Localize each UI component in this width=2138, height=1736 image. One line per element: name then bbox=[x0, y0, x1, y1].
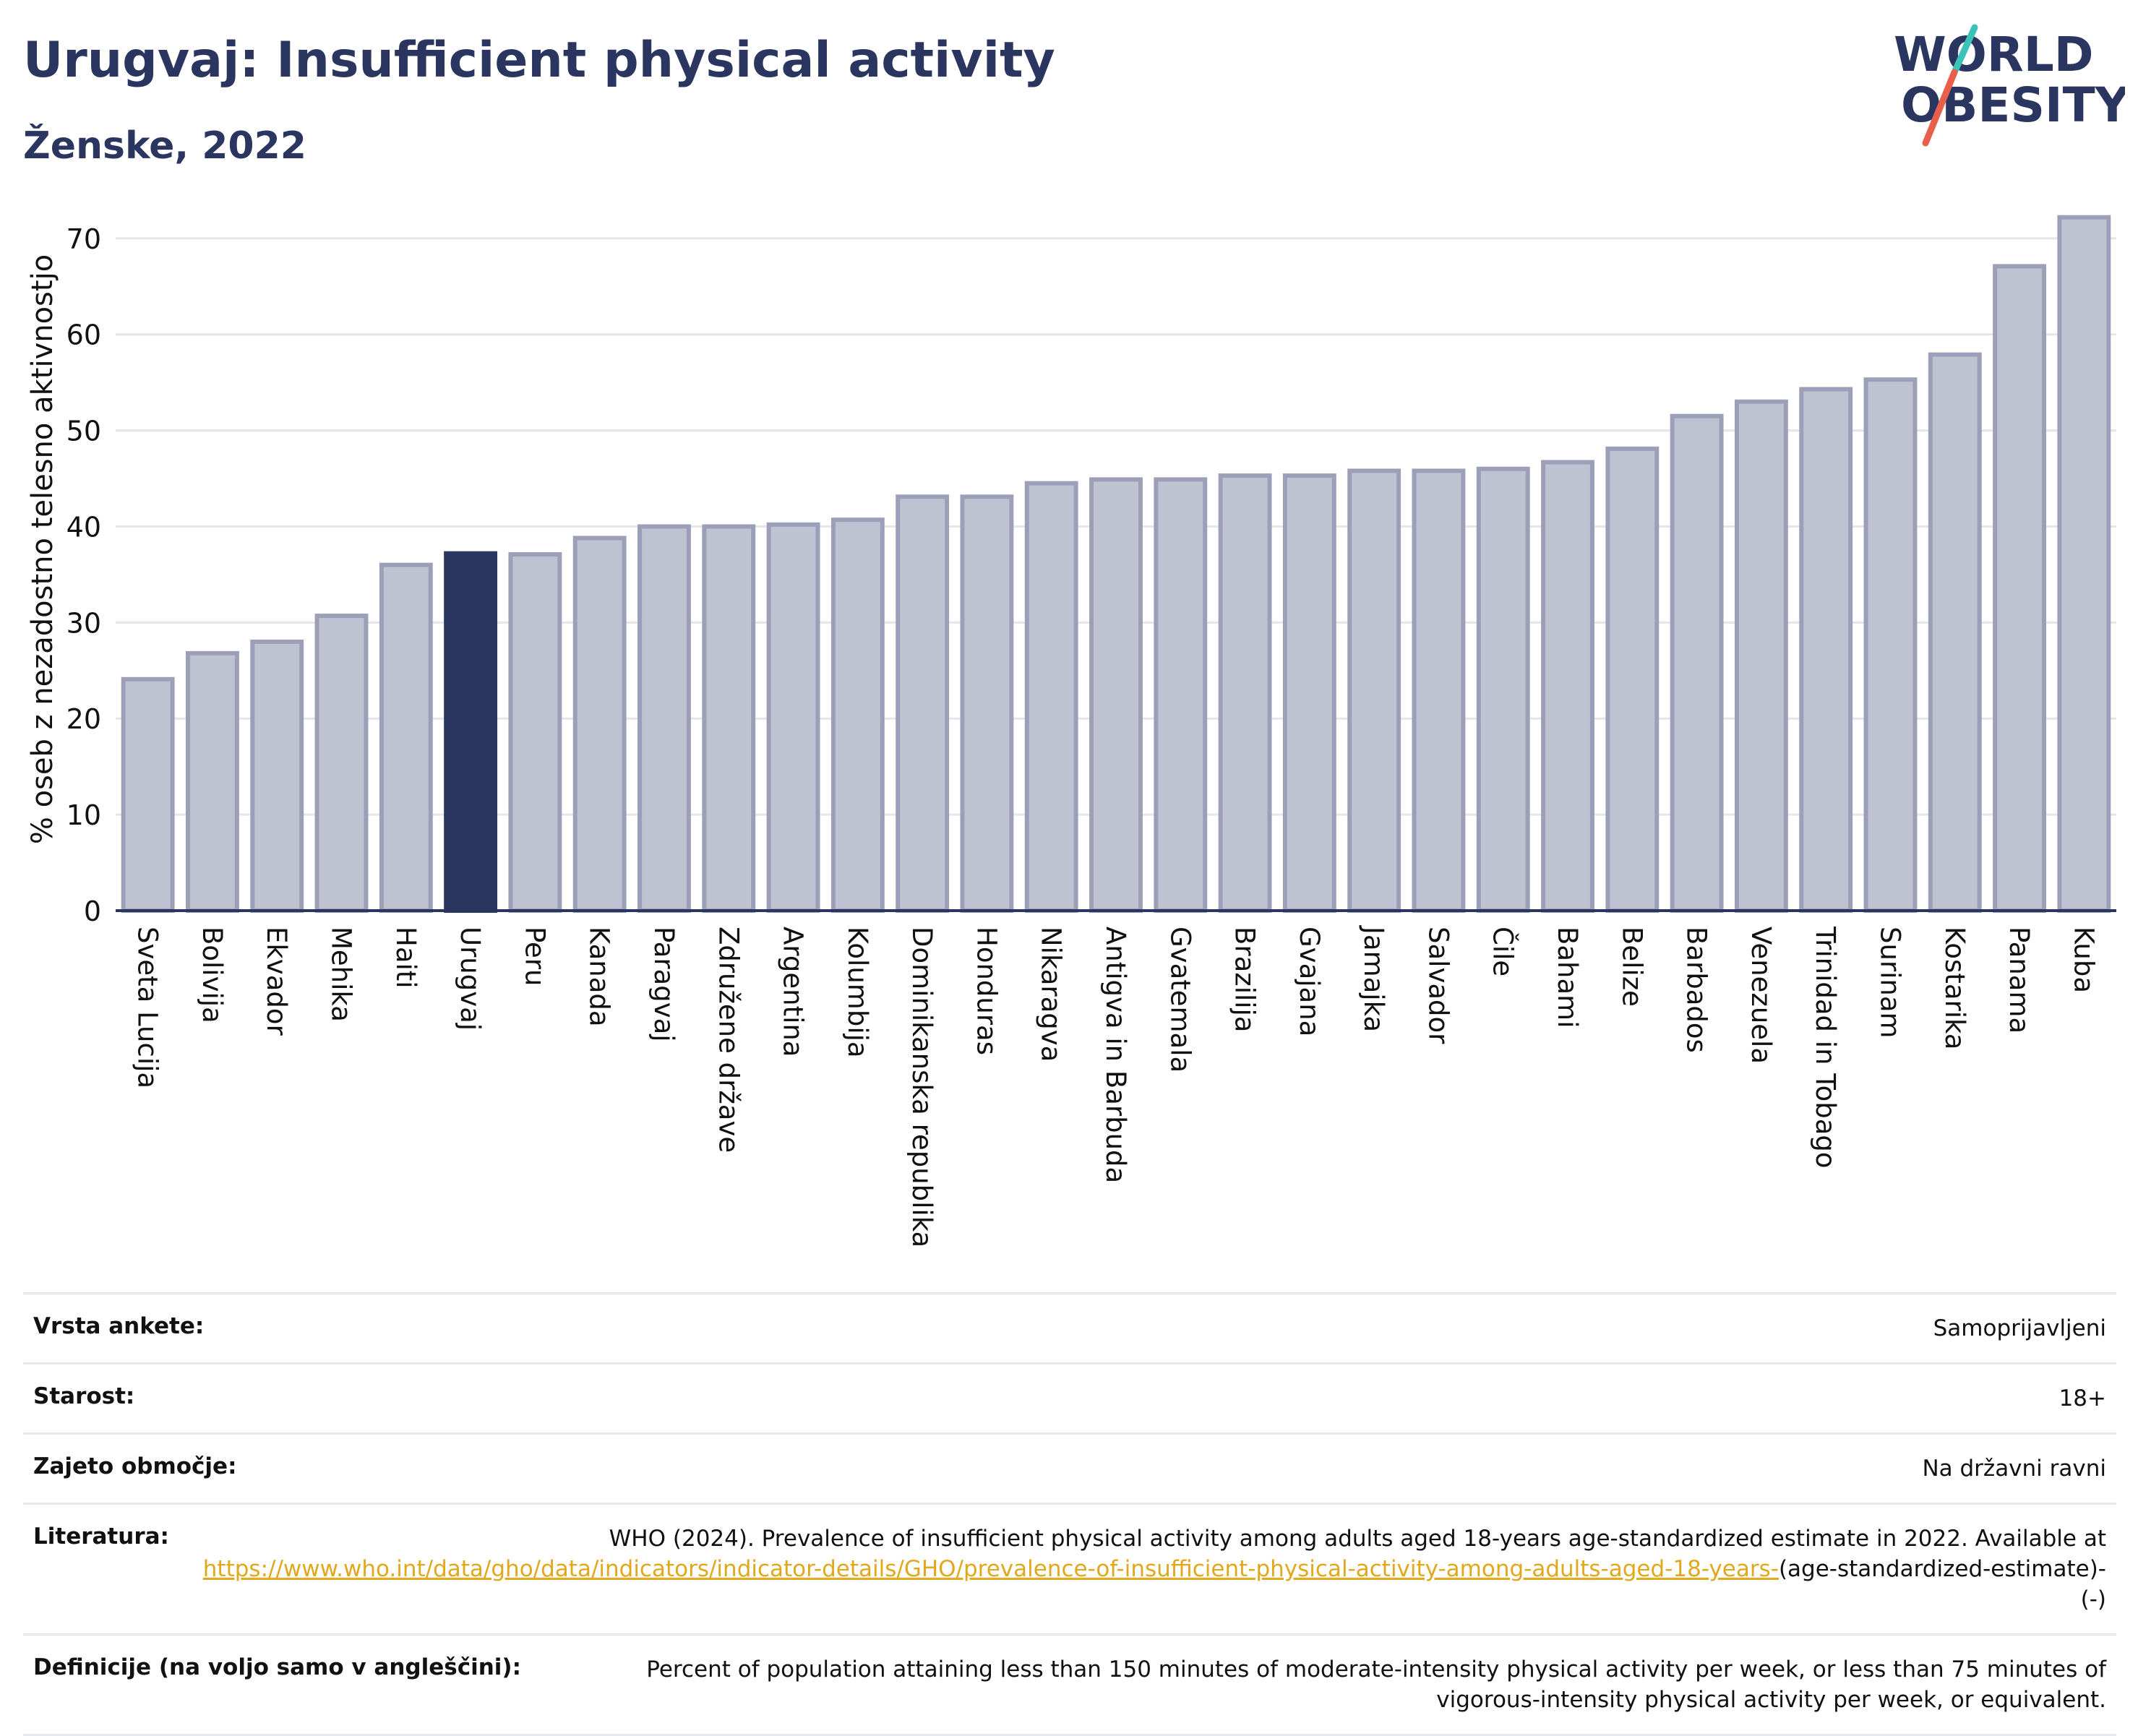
bar bbox=[572, 536, 627, 913]
page-subtitle: Ženske, 2022 bbox=[23, 124, 306, 168]
meta-label: Definicije (na voljo samo v angleščini): bbox=[33, 1654, 521, 1680]
bar bbox=[1089, 477, 1143, 914]
bar bbox=[1218, 473, 1272, 913]
x-tick-label: Jamajka bbox=[1358, 925, 1389, 1032]
reference-link[interactable]: https://www.who.int/data/gho/data/indica… bbox=[202, 1556, 1779, 1582]
bar-chart: 0 10 20 30 40 50 60 70 Sveta Lucija Bolivija Ekvad… bbox=[26, 215, 2116, 1247]
meta-label: Zajeto območje: bbox=[33, 1453, 237, 1479]
logo-slash-top bbox=[1951, 24, 1978, 76]
reference-suffix: (age-standardized-estimate)-(-) bbox=[1778, 1556, 2106, 1612]
x-tick-label: Urugvaj bbox=[455, 927, 486, 1031]
y-tick-label: 0 bbox=[84, 895, 101, 927]
logo-word-world: WORLD bbox=[1894, 27, 2094, 82]
x-tick-label: Dominikanska republika bbox=[906, 927, 937, 1247]
bar bbox=[250, 639, 304, 913]
x-tick-label: Haiti bbox=[390, 927, 421, 989]
bar bbox=[1412, 468, 1466, 913]
x-tick-label: Honduras bbox=[971, 927, 1002, 1055]
meta-row-references: Literatura: WHO (2024). Prevalence of in… bbox=[23, 1503, 2116, 1633]
bar bbox=[766, 522, 820, 913]
meta-row-definitions: Definicije (na voljo samo v angleščini):… bbox=[23, 1633, 2116, 1736]
meta-value: Percent of population attaining less tha… bbox=[646, 1656, 2106, 1713]
bar bbox=[1024, 481, 1078, 914]
bar bbox=[186, 650, 239, 913]
bar bbox=[314, 614, 369, 913]
x-tick-label: Gvajana bbox=[1294, 927, 1325, 1036]
bar bbox=[2057, 215, 2111, 914]
bar bbox=[379, 562, 433, 914]
x-tick-label: Nikaragva bbox=[1036, 927, 1067, 1062]
world-obesity-logo: WORLD OBESITY bbox=[1894, 24, 2125, 147]
bar bbox=[1734, 399, 1788, 913]
y-tick-label: 60 bbox=[66, 319, 101, 351]
bar bbox=[1154, 477, 1208, 914]
y-tick-label: 50 bbox=[66, 416, 101, 447]
y-tick-label: 30 bbox=[66, 607, 101, 639]
bar bbox=[508, 552, 562, 913]
bar bbox=[1670, 413, 1724, 913]
bars bbox=[121, 215, 2111, 914]
axes: 0 10 20 30 40 50 60 70 Sveta Lucija Bolivija Ekvad… bbox=[66, 223, 2116, 1247]
bar bbox=[1799, 387, 1853, 914]
x-tick-label: Sveta Lucija bbox=[132, 927, 163, 1088]
bar bbox=[1282, 473, 1336, 913]
x-tick-label: Kolumbija bbox=[842, 927, 873, 1058]
y-tick-label: 40 bbox=[66, 511, 101, 543]
bar bbox=[896, 494, 950, 913]
x-tick-label: Bolivija bbox=[197, 927, 228, 1023]
x-tick-label: Venezuela bbox=[1746, 927, 1777, 1064]
meta-row-coverage: Zajeto območje: Na državni ravni bbox=[23, 1432, 2116, 1503]
bar bbox=[637, 524, 691, 913]
bar-highlighted bbox=[444, 551, 498, 913]
bar bbox=[1928, 352, 1982, 913]
bar bbox=[960, 494, 1014, 913]
x-tick-label: Surinam bbox=[1874, 927, 1905, 1039]
x-tick-label: Antigva in Barbuda bbox=[1100, 927, 1131, 1183]
x-tick-label: Združene države bbox=[713, 927, 744, 1153]
x-tick-label: Ekvador bbox=[261, 927, 292, 1036]
bar bbox=[1476, 466, 1530, 913]
metadata-table: Vrsta ankete: Samoprijavljeni Starost: 1… bbox=[23, 1292, 2116, 1736]
reference-text: WHO (2024). Prevalence of insufficient p… bbox=[609, 1526, 2106, 1552]
meta-label: Literatura: bbox=[33, 1524, 169, 1550]
bar bbox=[830, 517, 885, 913]
bar bbox=[1347, 468, 1401, 913]
x-tick-label: Čile bbox=[1487, 927, 1519, 976]
x-tick-label: Bahami bbox=[1552, 927, 1583, 1028]
bar bbox=[702, 524, 756, 913]
x-tick-label: Mehika bbox=[326, 927, 357, 1022]
meta-value: Na državni ravni bbox=[1922, 1456, 2106, 1482]
meta-value: 18+ bbox=[2058, 1385, 2106, 1411]
x-tick-label: Gvatemala bbox=[1164, 927, 1195, 1073]
bar bbox=[121, 676, 175, 914]
meta-value: Samoprijavljeni bbox=[1933, 1315, 2106, 1341]
x-tick-label: Belize bbox=[1616, 927, 1647, 1007]
meta-label: Vrsta ankete: bbox=[33, 1313, 205, 1339]
logo-slash-bottom bbox=[1922, 69, 1958, 147]
bar bbox=[1993, 264, 2046, 913]
x-tick-label: Peru bbox=[519, 927, 550, 986]
y-axis-label: % oseb z nezadostno telesno aktivnostjo bbox=[26, 254, 59, 844]
x-tick-label: Kuba bbox=[2068, 927, 2099, 993]
y-tick-label: 70 bbox=[66, 223, 101, 255]
bar bbox=[1605, 446, 1660, 913]
x-tick-label: Salvador bbox=[1422, 927, 1454, 1044]
x-tick-label: Trinidad in Tobago bbox=[1810, 926, 1841, 1169]
x-tick-label: Paragvaj bbox=[648, 927, 679, 1042]
bar bbox=[1863, 377, 1918, 913]
x-tick-label: Barbados bbox=[1681, 927, 1712, 1053]
meta-row-survey-type: Vrsta ankete: Samoprijavljeni bbox=[23, 1292, 2116, 1362]
bar bbox=[1541, 460, 1594, 913]
meta-label: Starost: bbox=[33, 1383, 135, 1409]
y-tick-label: 20 bbox=[66, 703, 101, 735]
x-tick-label: Argentina bbox=[778, 927, 809, 1057]
meta-value: WHO (2024). Prevalence of insufficient p… bbox=[169, 1524, 2106, 1615]
x-tick-label: Kanada bbox=[584, 927, 615, 1027]
x-tick-label: Kostarika bbox=[1939, 927, 1970, 1049]
page-title: Urugvaj: Insufficient physical activity bbox=[23, 32, 1055, 89]
x-tick-label: Brazilija bbox=[1229, 927, 1261, 1032]
meta-row-age: Starost: 18+ bbox=[23, 1362, 2116, 1432]
y-tick-label: 10 bbox=[66, 799, 101, 831]
x-tick-label: Panama bbox=[2004, 927, 2035, 1034]
